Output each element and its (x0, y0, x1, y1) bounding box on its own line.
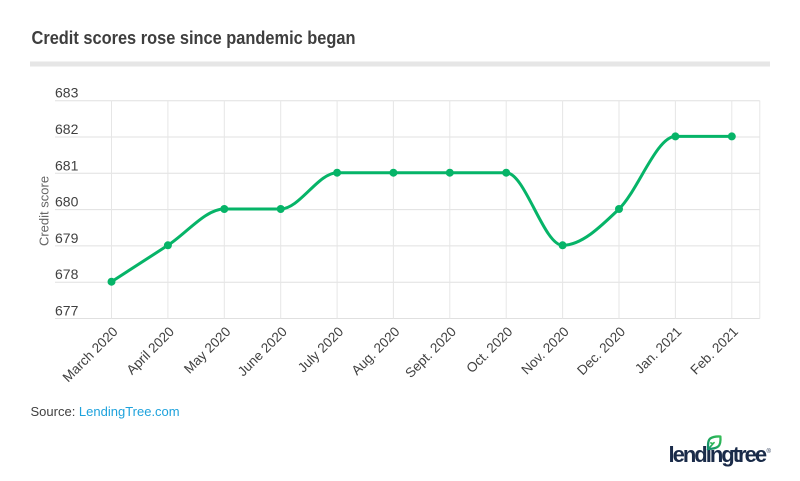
svg-text:680: 680 (55, 194, 79, 210)
svg-text:Source: LendingTree.com: Source: LendingTree.com (31, 404, 180, 419)
svg-text:683: 683 (55, 85, 79, 101)
svg-text:®: ® (767, 448, 772, 455)
svg-text:682: 682 (55, 121, 79, 137)
svg-text:Dec. 2020: Dec. 2020 (574, 324, 628, 378)
svg-text:May 2020: May 2020 (181, 324, 234, 377)
svg-text:677: 677 (55, 303, 79, 319)
svg-text:Credit scores rose since pande: Credit scores rose since pandemic began (32, 28, 356, 48)
svg-text:679: 679 (55, 230, 79, 246)
svg-text:Oct. 2020: Oct. 2020 (463, 324, 515, 376)
svg-text:Nov. 2020: Nov. 2020 (518, 324, 571, 377)
svg-text:Aug. 2020: Aug. 2020 (348, 324, 402, 378)
svg-text:681: 681 (55, 157, 79, 173)
svg-text:June 2020: June 2020 (235, 324, 290, 379)
svg-text:July 2020: July 2020 (295, 324, 346, 375)
svg-text:April 2020: April 2020 (124, 324, 178, 378)
svg-text:678: 678 (55, 266, 79, 282)
svg-text:Feb. 2021: Feb. 2021 (687, 324, 741, 378)
svg-text:March 2020: March 2020 (60, 324, 121, 385)
svg-text:Sept. 2020: Sept. 2020 (402, 324, 459, 381)
svg-text:Jan. 2021: Jan. 2021 (632, 324, 685, 377)
svg-text:Credit score: Credit score (36, 176, 51, 246)
